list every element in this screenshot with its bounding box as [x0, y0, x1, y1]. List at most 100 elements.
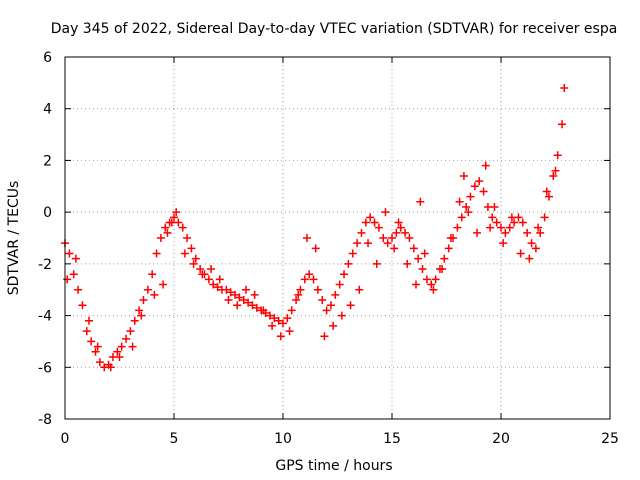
data-point — [150, 290, 159, 299]
data-point — [446, 234, 455, 242]
data-point — [207, 265, 216, 274]
data-point — [348, 249, 357, 258]
data-point — [383, 239, 392, 248]
data-point — [170, 213, 178, 222]
data-point — [418, 265, 427, 274]
y-tick-label: 0 — [43, 205, 52, 221]
data-point — [248, 301, 257, 310]
data-point — [536, 228, 545, 237]
data-point — [390, 244, 399, 253]
data-point — [379, 234, 388, 242]
data-point — [239, 296, 248, 305]
data-point — [276, 332, 285, 341]
data-point — [283, 314, 292, 323]
data-point — [296, 285, 305, 294]
data-point — [259, 306, 268, 315]
data-point — [84, 316, 93, 325]
data-point — [455, 197, 464, 206]
grid — [65, 57, 610, 419]
data-point — [501, 228, 510, 237]
data-point — [431, 275, 440, 284]
data-point — [137, 311, 146, 320]
data-point — [394, 218, 403, 227]
data-point — [305, 270, 314, 279]
data-point — [366, 213, 375, 222]
data-point — [268, 321, 277, 330]
data-point — [244, 298, 253, 307]
y-axis-label: SDTVAR / TECUs — [6, 181, 22, 296]
data-point — [527, 239, 536, 248]
data-point — [542, 187, 551, 196]
y-tick-label: -6 — [38, 360, 52, 376]
data-point — [403, 259, 412, 268]
data-point — [331, 290, 340, 299]
data-points — [61, 84, 569, 372]
data-point — [215, 275, 224, 284]
data-point — [551, 166, 560, 175]
chart-title: Day 345 of 2022, Sidereal Day-to-day VTE… — [51, 21, 618, 37]
data-point — [490, 202, 499, 211]
data-point — [250, 290, 259, 299]
data-point — [287, 306, 296, 315]
data-point — [326, 301, 335, 310]
data-point — [82, 327, 91, 336]
data-point — [409, 244, 418, 253]
data-point — [505, 223, 514, 232]
data-point — [481, 161, 490, 170]
data-point — [320, 332, 329, 341]
data-point — [309, 275, 318, 284]
data-point — [78, 301, 87, 310]
data-point — [152, 249, 161, 258]
data-point — [370, 218, 379, 227]
data-point — [473, 228, 482, 237]
data-point — [337, 311, 346, 320]
data-point — [128, 342, 137, 351]
data-point — [148, 270, 157, 279]
data-point — [318, 296, 327, 305]
data-point — [544, 192, 553, 201]
plot-frame — [64, 56, 611, 420]
data-point — [486, 223, 495, 232]
data-point — [488, 213, 497, 222]
data-point — [130, 316, 139, 325]
data-point — [401, 228, 410, 237]
data-point — [300, 275, 309, 284]
data-point — [302, 234, 311, 242]
data-point — [156, 234, 165, 242]
data-point — [414, 254, 423, 263]
data-point — [311, 244, 320, 253]
data-point — [222, 285, 231, 294]
data-point — [115, 352, 124, 361]
data-point — [274, 316, 283, 325]
data-point — [226, 288, 235, 297]
data-point — [475, 177, 484, 186]
data-point — [161, 223, 170, 232]
data-point — [187, 244, 196, 253]
data-point — [388, 234, 396, 242]
data-point — [106, 363, 115, 372]
x-tick-label: 20 — [492, 431, 510, 447]
data-point — [178, 223, 187, 232]
data-point — [241, 285, 250, 294]
data-point — [233, 301, 242, 310]
data-point — [335, 280, 344, 289]
data-point — [183, 234, 192, 242]
data-point — [69, 270, 78, 279]
data-point — [396, 223, 405, 232]
data-point — [91, 347, 100, 356]
data-point — [95, 358, 104, 367]
data-point — [344, 259, 353, 268]
data-point — [122, 334, 131, 343]
data-point — [279, 319, 287, 328]
data-point — [510, 218, 519, 227]
data-point — [516, 249, 525, 258]
data-point — [180, 249, 189, 258]
data-point — [65, 249, 74, 258]
data-point — [71, 254, 80, 263]
x-axis-label: GPS time / hours — [275, 458, 392, 474]
data-point — [534, 223, 543, 232]
data-point — [560, 84, 569, 93]
data-point — [523, 228, 532, 237]
data-point — [74, 285, 83, 294]
data-point — [294, 290, 303, 299]
